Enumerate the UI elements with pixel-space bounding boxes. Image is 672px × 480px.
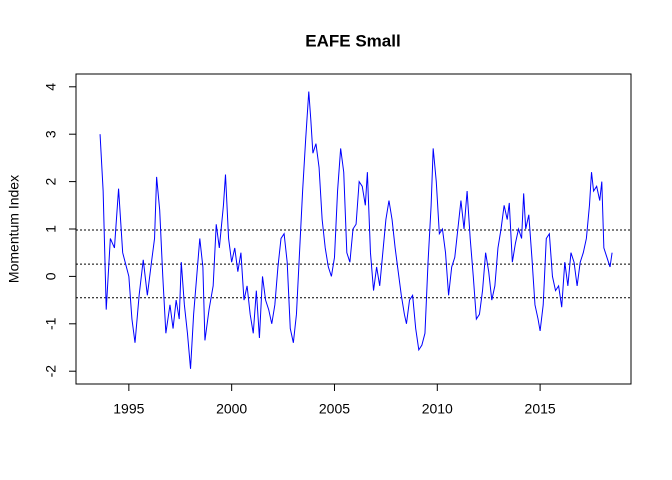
y-tick-label: -1 xyxy=(43,317,59,330)
y-axis-label: Momentum Index xyxy=(6,175,22,283)
x-tick-label: 2015 xyxy=(525,401,556,417)
x-tick-label: 2000 xyxy=(216,401,247,417)
y-tick-label: 4 xyxy=(43,83,59,91)
x-tick-label: 1995 xyxy=(113,401,144,417)
x-tick-label: 2005 xyxy=(319,401,350,417)
x-tick-label: 2010 xyxy=(422,401,453,417)
y-tick-label: 2 xyxy=(43,177,59,185)
chart-title: EAFE Small xyxy=(305,31,400,50)
data-line xyxy=(99,91,613,369)
y-tick-label: -2 xyxy=(43,365,59,378)
y-tick-label: 3 xyxy=(43,130,59,138)
y-tick-label: 0 xyxy=(43,272,59,280)
y-tick-label: 1 xyxy=(43,225,59,233)
